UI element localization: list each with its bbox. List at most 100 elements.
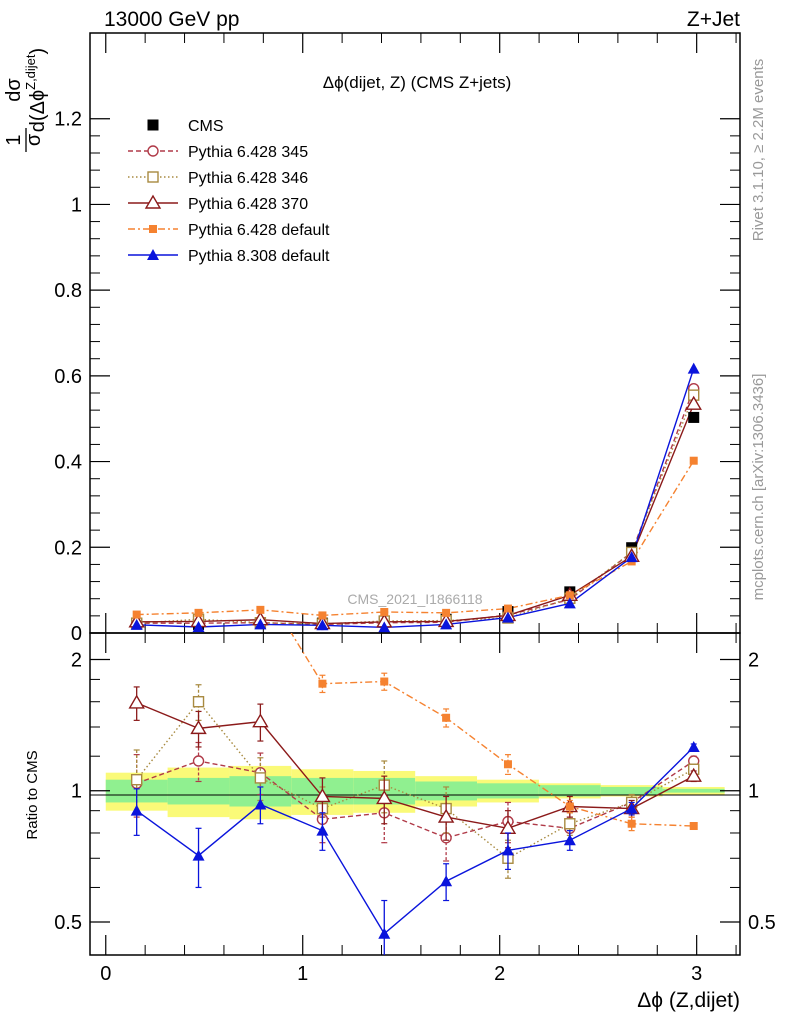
ratio-band-inner	[477, 783, 539, 799]
p8def-main-point	[563, 597, 576, 609]
legend-marker	[147, 249, 159, 260]
p370-ratio-point	[376, 790, 393, 805]
p6def-main-point	[689, 456, 698, 465]
ratio-ytick-label-right: 1	[748, 781, 759, 803]
ratio-band-inner	[662, 788, 725, 793]
p6def-ratio-point	[380, 677, 389, 686]
p8def-main-point	[625, 551, 638, 563]
p370-main-point	[685, 395, 702, 410]
process-label: Z+Jet	[687, 8, 740, 31]
p6def-main-point	[565, 591, 574, 600]
ratio-panel: 0.5 0.5 1 1 2 2 0 1 2 3	[54, 632, 776, 985]
p6def-ratio-point	[565, 802, 574, 811]
main-panel: 0 0.2 0.4 0.6 0.8 1 1.2 Δϕ(dijet, Z) (CMS Z+je…	[54, 32, 741, 645]
p8def-main-point	[130, 618, 143, 630]
p370-ratio-line	[136, 702, 695, 830]
p345-main-line	[136, 388, 695, 626]
rivet-version-label: Rivet 3.1.10, ≥ 2.2M events	[750, 59, 767, 242]
p6def-main-point	[318, 611, 327, 620]
main-ytick-label: 0.6	[54, 366, 82, 388]
p370-main-line	[136, 403, 695, 625]
p6def-main-point	[132, 610, 141, 619]
p8def-ratio-point	[316, 824, 329, 836]
p8def-main-point	[192, 621, 205, 632]
p8def-ratio-line	[136, 746, 695, 935]
ratio-y-axis-title: Ratio to CMS	[24, 750, 41, 839]
ratio-frame	[89, 632, 741, 956]
p8def-ratio-point	[625, 802, 638, 814]
ratio-y-ticks: 0.5 0.5 1 1 2 2	[54, 649, 776, 934]
legend-label: Pythia 6.428 346	[188, 170, 308, 187]
ratio-ytick-label: 1	[71, 781, 82, 803]
p8def-main-point	[254, 618, 267, 630]
legend-marker	[147, 119, 159, 131]
p6def-main-point	[503, 604, 512, 613]
p370-ratio-point	[437, 808, 455, 823]
legend-marker	[144, 194, 162, 209]
p370-ratio-point	[252, 713, 269, 728]
xtick-label: 1	[297, 963, 308, 985]
p6def-main-point	[442, 608, 451, 617]
p8def-main-point	[378, 621, 391, 633]
ratio-band-inner	[167, 777, 230, 805]
legend: CMS Pythia 6.428 345 Pythia 6.428 346 Pythi…	[128, 118, 330, 265]
legend-label: Pythia 6.428 345	[188, 144, 308, 161]
mcplots-source-label: mcplots.cern.ch [arXiv:1306.3436]	[750, 374, 767, 601]
p6def-main-point	[380, 608, 389, 616]
ratio-ytick-label-right: 0.5	[748, 912, 776, 934]
p6def-main-line	[136, 460, 695, 617]
ylabel-den-sup: Z,dijet	[23, 54, 38, 90]
ylabel-sigma: σ	[23, 133, 45, 146]
ylabel-one: 1	[3, 134, 25, 145]
ratio-band-inner	[538, 785, 601, 797]
main-y-axis-title: 1 σ dσ d(ΔϕZ,dijet)	[3, 48, 49, 152]
main-ytick-label: 1.2	[54, 109, 82, 131]
legend-label: Pythia 8.308 default	[188, 248, 330, 265]
xtick-label: 3	[691, 963, 702, 985]
p346-ratio-point	[130, 773, 143, 786]
main-y-ticks: 0 0.2 0.4 0.6 0.8 1 1.2	[54, 33, 740, 645]
p370-ratio-point	[314, 788, 331, 803]
p6def-ratio-point	[318, 679, 327, 688]
ylabel-den-main: d(Δϕ	[27, 90, 49, 132]
main-series-group	[128, 362, 702, 633]
ratio-band-inner	[600, 786, 663, 795]
p8def-ratio-point	[254, 798, 267, 810]
p346-ratio-point	[254, 772, 267, 784]
ratio-ytick-label: 2	[71, 649, 82, 671]
ratio-band-inner	[415, 781, 478, 801]
ratio-series-group	[128, 633, 702, 955]
p346-ratio-point	[564, 818, 576, 830]
p370-ratio-point	[685, 767, 702, 782]
p8def-ratio-point	[501, 844, 514, 856]
energy-label: 13000 GeV pp	[104, 8, 239, 31]
p8def-ratio-point	[378, 927, 391, 939]
p6def-ratio-line	[290, 633, 694, 827]
p8def-main-point	[687, 362, 700, 374]
analysis-watermark: CMS_2021_I1866118	[347, 591, 482, 607]
p8def-ratio-point	[130, 804, 143, 816]
p345-ratio-point	[192, 755, 205, 767]
p6def-ratio-point	[627, 819, 636, 828]
xtick-label: 0	[100, 963, 111, 985]
legend-marker	[147, 171, 159, 183]
ylabel-den-close: )	[27, 48, 49, 55]
p8def-ratio-point	[687, 740, 700, 752]
p8def-ratio-point	[440, 875, 453, 887]
plot-title: Δϕ(dijet, Z) (CMS Z+jets)	[323, 73, 512, 92]
p8def-ratio-point	[563, 834, 576, 846]
p346-ratio-line	[136, 700, 695, 860]
p8def-main-point	[316, 619, 329, 631]
p6def-main-point	[194, 608, 203, 617]
xtick-label: 2	[494, 963, 505, 985]
p8def-main-point	[501, 611, 514, 623]
p6def-ratio-point	[442, 713, 451, 722]
legend-marker	[147, 145, 159, 157]
main-ytick-label: 0.4	[54, 452, 82, 474]
ratio-ytick-label-right: 2	[748, 649, 759, 671]
ratio-ytick-label: 0.5	[54, 912, 82, 934]
p8def-main-line	[136, 368, 695, 629]
main-ytick-label: 0.2	[54, 537, 82, 559]
x-ticks: 0 1 2 3	[100, 633, 737, 985]
